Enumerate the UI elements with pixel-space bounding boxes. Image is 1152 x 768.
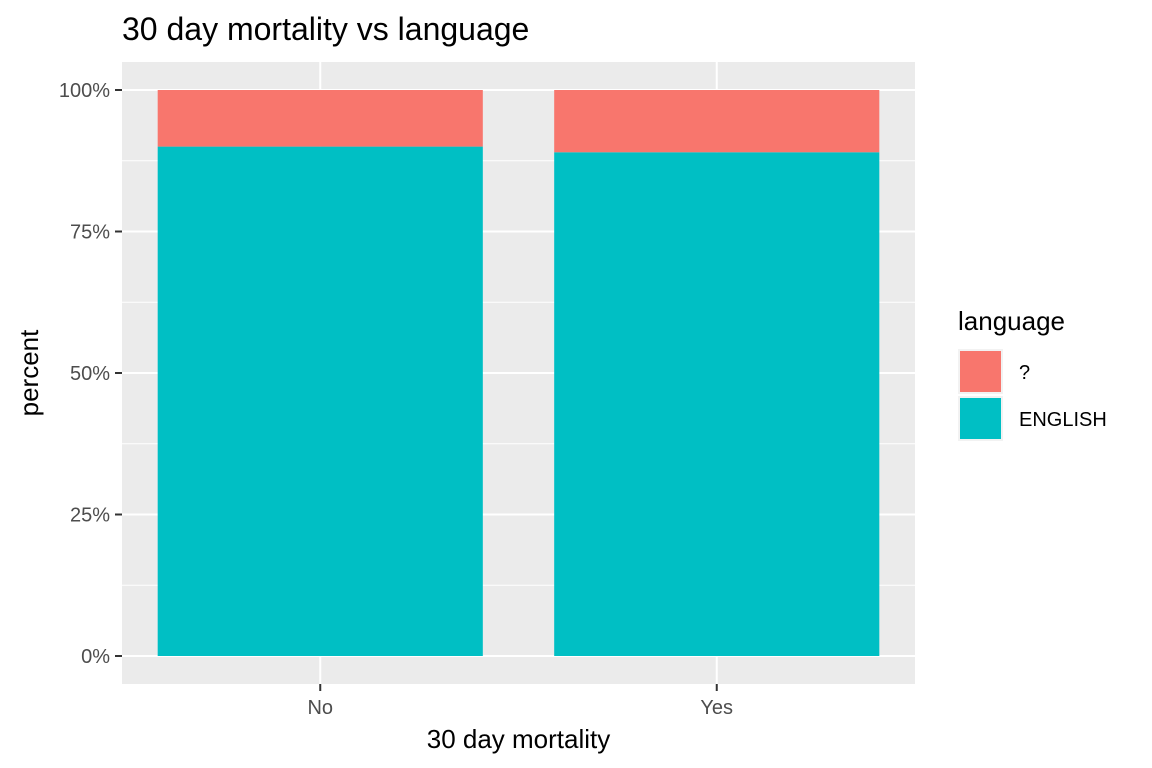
legend-swatch — [960, 398, 1001, 439]
bar-segment-yes-unknown — [554, 90, 880, 153]
legend-items: ? ENGLISH — [958, 349, 1107, 441]
bars — [157, 90, 880, 656]
y-tick-label: 0% — [81, 646, 110, 668]
chart-title: 30 day mortality vs language — [122, 11, 529, 47]
bar-segment-no-english — [157, 146, 483, 656]
bar-segment-no-unknown — [157, 90, 483, 147]
y-tick-label: 25% — [70, 505, 110, 527]
x-axis: No Yes — [307, 684, 733, 719]
legend-label: ? — [1019, 362, 1030, 384]
y-tick-label: 100% — [59, 80, 110, 102]
legend-swatch — [960, 351, 1001, 392]
y-axis: 0% 25% 50% 75% 100% — [59, 80, 122, 668]
y-axis-title: percent — [14, 329, 44, 416]
y-tick-label: 75% — [70, 222, 110, 244]
y-tick-label: 50% — [70, 363, 110, 385]
bar-segment-yes-english — [554, 152, 880, 656]
legend-label: ENGLISH — [1019, 409, 1107, 431]
legend: language ? ENGLISH — [958, 306, 1107, 441]
x-tick-label: Yes — [700, 697, 733, 719]
x-tick-label: No — [307, 697, 333, 719]
legend-title: language — [958, 306, 1065, 336]
x-axis-title: 30 day mortality — [427, 724, 611, 754]
